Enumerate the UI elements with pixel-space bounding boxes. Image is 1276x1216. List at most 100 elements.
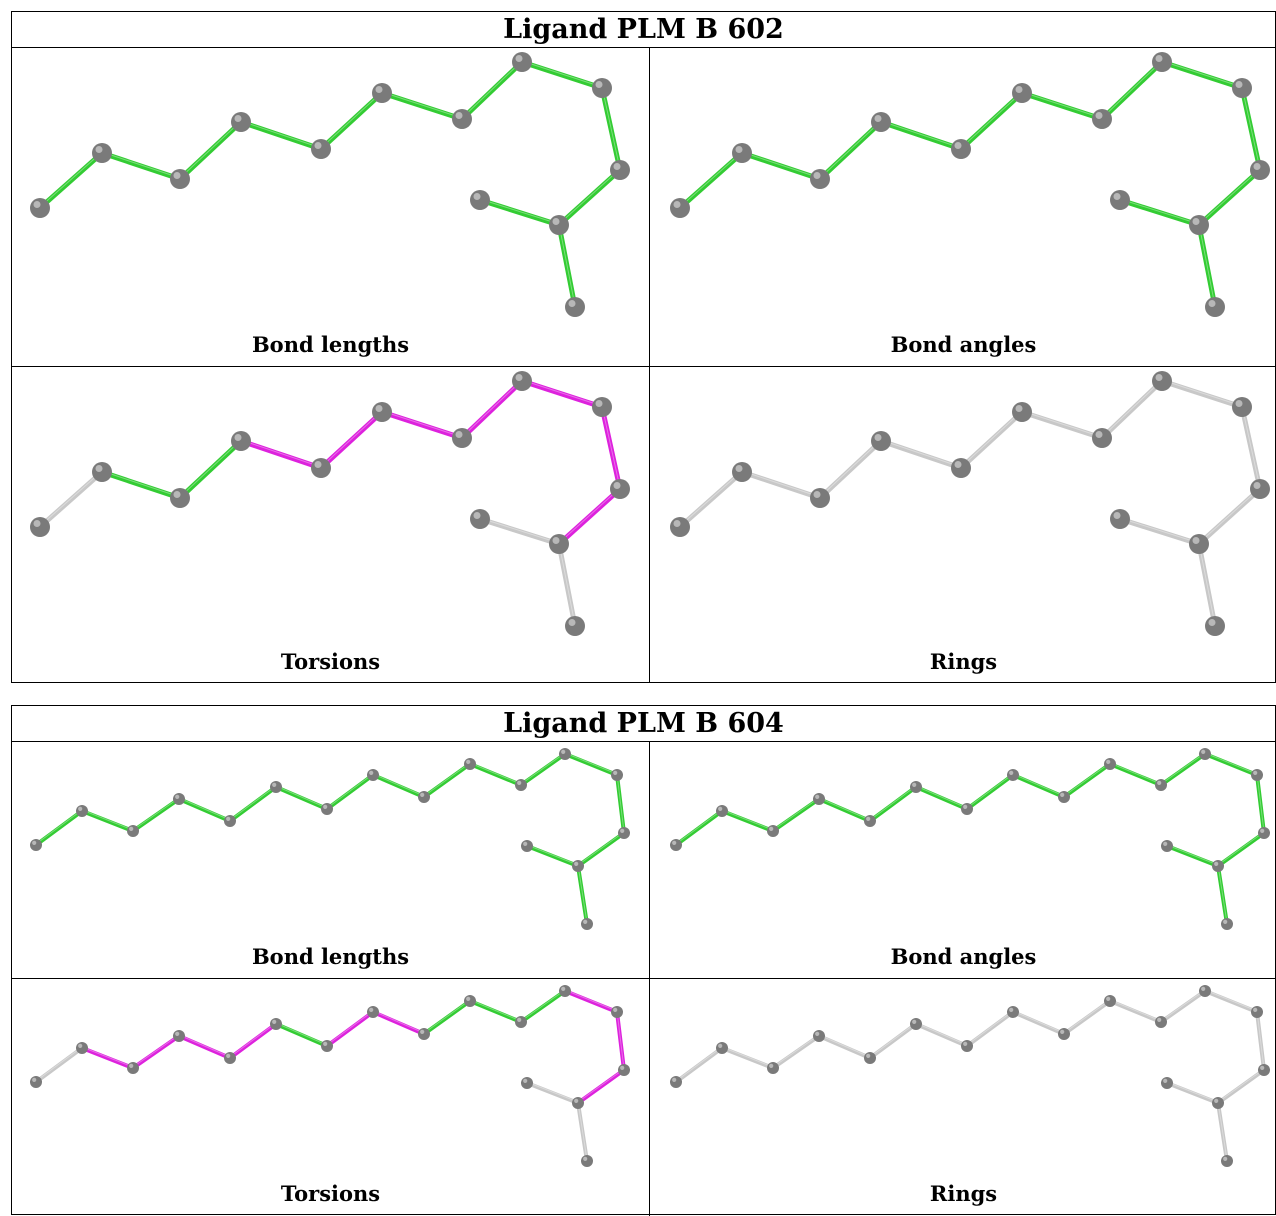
bond-highlight: [326, 773, 374, 809]
bond-highlight: [960, 91, 1023, 149]
cell-caption: Rings: [929, 1181, 998, 1206]
bond-stick: [34, 809, 84, 847]
atom-sphere: [732, 143, 752, 163]
bond-highlight: [741, 151, 821, 179]
atom-shine: [1157, 780, 1162, 785]
bond-stick: [576, 831, 626, 868]
bond-stick: [720, 809, 775, 833]
cell-caption: Bond angles: [890, 332, 1037, 357]
atom-shine: [613, 1007, 618, 1012]
atom-shine: [32, 840, 37, 845]
bond-stick: [1196, 167, 1263, 228]
bond-stick: [576, 864, 589, 926]
grid-divider: [649, 742, 650, 1216]
atom-shine: [1015, 405, 1023, 412]
atom-shine: [1260, 828, 1265, 833]
bond-highlight: [966, 1010, 1014, 1046]
bond-highlight: [1198, 168, 1261, 225]
bond-stick: [914, 1022, 969, 1048]
bond-stick: [318, 409, 385, 471]
atom-shine: [1192, 537, 1200, 544]
bond-stick: [1108, 999, 1163, 1024]
bond-stick: [519, 59, 605, 91]
atom-shine: [32, 1077, 37, 1082]
bond-highlight: [240, 439, 322, 468]
bond-stick: [1196, 222, 1218, 310]
atom-shine: [234, 434, 242, 441]
atom-sphere: [1092, 428, 1112, 448]
atom-sphere: [1104, 995, 1116, 1007]
bond-highlight: [179, 120, 242, 179]
bond-highlight: [601, 405, 621, 489]
atom-shine: [1214, 1098, 1219, 1103]
bond-highlight: [381, 91, 463, 119]
bond-highlight: [1166, 844, 1219, 866]
bond-stick: [958, 90, 1025, 152]
bond-highlight: [35, 809, 83, 845]
atom-sphere: [515, 1016, 527, 1028]
bond-stick: [422, 999, 472, 1036]
bond-stick: [325, 1010, 375, 1048]
bond-highlight: [526, 1081, 579, 1103]
atom-shine: [517, 1017, 522, 1022]
molecule-view: [30, 371, 630, 636]
bond-stick: [379, 409, 465, 441]
bond-stick: [80, 1046, 135, 1070]
bond-stick: [1216, 864, 1229, 926]
bond-highlight: [1012, 1010, 1065, 1034]
atom-sphere: [716, 805, 728, 817]
atom-sphere: [951, 458, 971, 478]
atom-sphere: [572, 860, 584, 872]
bond-stick: [1203, 752, 1259, 777]
atom-sphere: [418, 791, 430, 803]
atom-sphere: [1199, 748, 1211, 760]
atom-shine: [1253, 482, 1261, 489]
atom-shine: [1106, 996, 1111, 1001]
atom-shine: [1253, 163, 1261, 170]
atom-sphere: [76, 805, 88, 817]
bond-stick: [422, 762, 472, 799]
bond-highlight: [320, 91, 383, 149]
bond-stick: [677, 150, 745, 211]
atom-shine: [718, 806, 723, 811]
bond-stick: [1196, 486, 1263, 547]
bond-stick: [1011, 1010, 1066, 1036]
atom-sphere: [1152, 52, 1172, 72]
atom-sphere: [572, 1097, 584, 1109]
bond-highlight: [469, 999, 522, 1022]
cell-bond-angles: Bond angles: [650, 48, 1276, 366]
bond-highlight: [1241, 86, 1261, 170]
atom-sphere: [767, 825, 779, 837]
bond-stick: [1216, 831, 1266, 868]
bond-stick: [1062, 999, 1112, 1036]
atom-sphere: [170, 169, 190, 189]
bond-highlight: [1204, 989, 1258, 1012]
atom-sphere: [961, 1040, 973, 1052]
atom-sphere: [452, 109, 472, 129]
atom-shine: [515, 55, 523, 62]
bond-stick: [1159, 989, 1207, 1024]
atom-sphere: [592, 78, 612, 98]
atom-sphere: [1251, 1006, 1263, 1018]
bond-highlight: [520, 752, 566, 785]
grid-divider: [12, 978, 1276, 979]
bond-highlight: [819, 439, 882, 498]
atom-sphere: [1212, 1097, 1224, 1109]
bond-stick: [599, 85, 623, 173]
bond-stick: [817, 438, 884, 501]
bond-stick: [274, 785, 329, 811]
atom-shine: [613, 770, 618, 775]
atom-shine: [1235, 81, 1243, 88]
bond-highlight: [326, 1010, 374, 1046]
bond-stick: [556, 222, 578, 310]
atom-sphere: [1251, 769, 1263, 781]
bond-highlight: [1109, 999, 1162, 1022]
bond-highlight: [564, 989, 618, 1012]
atom-shine: [466, 759, 471, 764]
atom-sphere: [1058, 791, 1070, 803]
atom-sphere: [1110, 509, 1130, 529]
bond-stick: [477, 516, 562, 547]
bond-stick: [1165, 1081, 1220, 1105]
atom-sphere: [1012, 402, 1032, 422]
atom-sphere: [321, 1040, 333, 1052]
